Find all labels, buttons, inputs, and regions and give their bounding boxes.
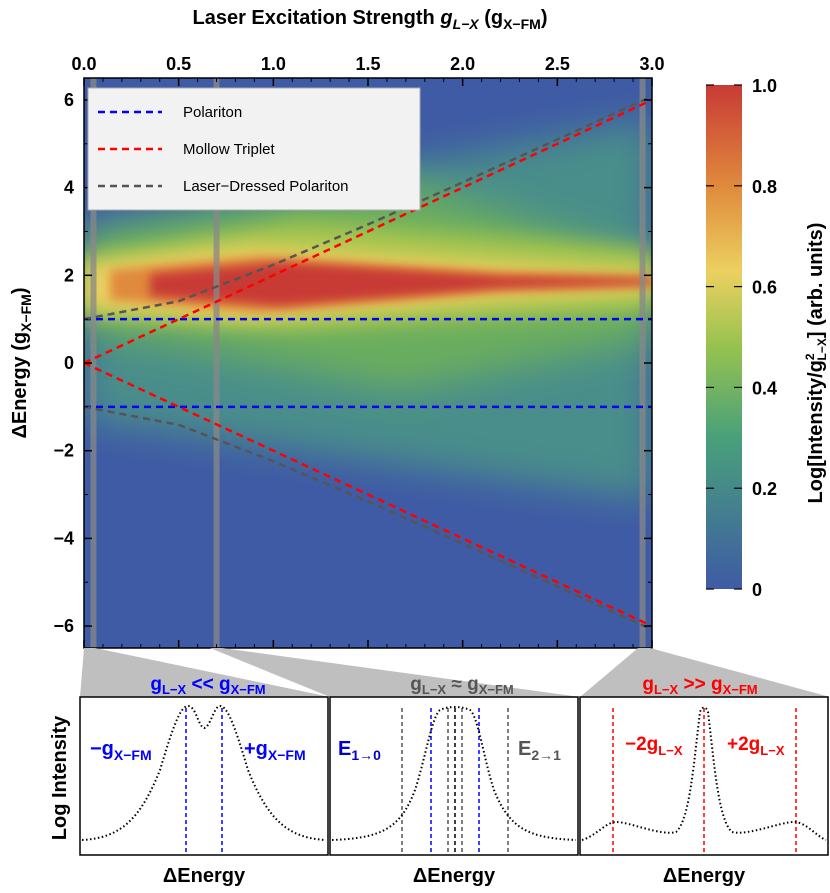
panel2-left-annotation: E1→0	[338, 738, 381, 763]
colorbar-tick-label: 1.0	[752, 76, 777, 96]
y-tick-label: −2	[53, 441, 74, 461]
panel1-plot: −gX−FM +gX−FM	[81, 704, 327, 852]
x-tick-label: 1.0	[261, 54, 286, 74]
cut-markers	[90, 78, 646, 648]
x-tick-label: 2.0	[450, 54, 475, 74]
colorbar-tick-label: 0.6	[752, 278, 777, 298]
panel2-spectrum	[331, 706, 577, 841]
panel1-spectrum	[81, 704, 327, 841]
panel1-title: gL−X << gX−FM	[150, 674, 265, 697]
legend-label: Laser−Dressed Polariton	[183, 178, 349, 195]
panel3-left-annotation: −2gL−X	[625, 734, 683, 758]
panel2-plot: E1→0 E2→1	[331, 706, 577, 852]
panel3-frame	[579, 696, 829, 856]
x-tick-label: 0.5	[166, 54, 191, 74]
legend-label: Mollow Triplet	[183, 141, 276, 158]
panel1-left-annotation: −gX−FM	[90, 738, 152, 763]
cut-marker	[90, 78, 97, 648]
zoom-connectors	[80, 648, 830, 697]
y-tick-label: −4	[53, 528, 74, 548]
panel1-x-label: ΔEnergy	[163, 865, 246, 887]
colorbar-label: Log[Intensity/g2L−X] (arb. units)	[803, 223, 829, 504]
series-line	[84, 98, 652, 365]
panel3-x-label: ΔEnergy	[663, 865, 746, 887]
colorbar-tick-label: 0	[752, 580, 762, 600]
colorbar-tick-label: 0.8	[752, 177, 777, 197]
colorbar-tick-label: 0.2	[752, 479, 777, 499]
bottom-y-label: Log Intensity	[49, 715, 71, 840]
legend-label: Polariton	[183, 104, 242, 121]
series-line	[84, 405, 652, 631]
panel3-right-annotation: +2gL−X	[727, 734, 785, 758]
panel3-spectrum	[581, 706, 827, 841]
panel2-title: gL−X ≈ gX−FM	[410, 674, 513, 697]
legend: Polariton Mollow Triplet Laser−Dressed Pol…	[87, 87, 421, 211]
y-tick-label: −6	[53, 616, 74, 636]
panel2-right-annotation: E2→1	[518, 738, 561, 763]
x-tick-label: 3.0	[639, 54, 664, 74]
x-tick-label: 0.0	[71, 54, 96, 74]
y-tick-label: 4	[64, 178, 74, 198]
x-axis-title: Laser Excitation Strength gL−X (gX−FM)	[193, 7, 548, 32]
cut-marker	[213, 78, 220, 648]
series-lines	[84, 95, 652, 631]
panel3-plot: −2gL−X +2gL−X	[581, 706, 827, 852]
colorbar: 0 0.2 0.4 0.6 0.8 1.0 Log[Intensity/g2L−X] (a…	[706, 76, 829, 600]
panel2-frame	[329, 696, 579, 856]
series-line	[84, 95, 652, 321]
cut-marker	[639, 78, 646, 648]
x-tick-label: 1.5	[355, 54, 380, 74]
y-tick-label: 0	[64, 353, 74, 373]
y-tick-label: 2	[64, 265, 74, 285]
y-tick-label: 6	[64, 90, 74, 110]
series-line	[84, 361, 652, 628]
axis-ticks: 0.0 0.5 1.0 1.5 2.0 2.5 3.0 −6 −4 −2 0 2 4 6	[53, 54, 665, 648]
panel3-title: gL−X >> gX−FM	[642, 674, 757, 697]
colorbar-tick-label: 0.4	[752, 378, 777, 398]
panel2-x-label: ΔEnergy	[413, 865, 496, 887]
y-axis-title: ΔEnergy (gX−FM)	[9, 287, 34, 438]
x-tick-label: 2.5	[545, 54, 570, 74]
panel1-right-annotation: +gX−FM	[244, 738, 306, 763]
